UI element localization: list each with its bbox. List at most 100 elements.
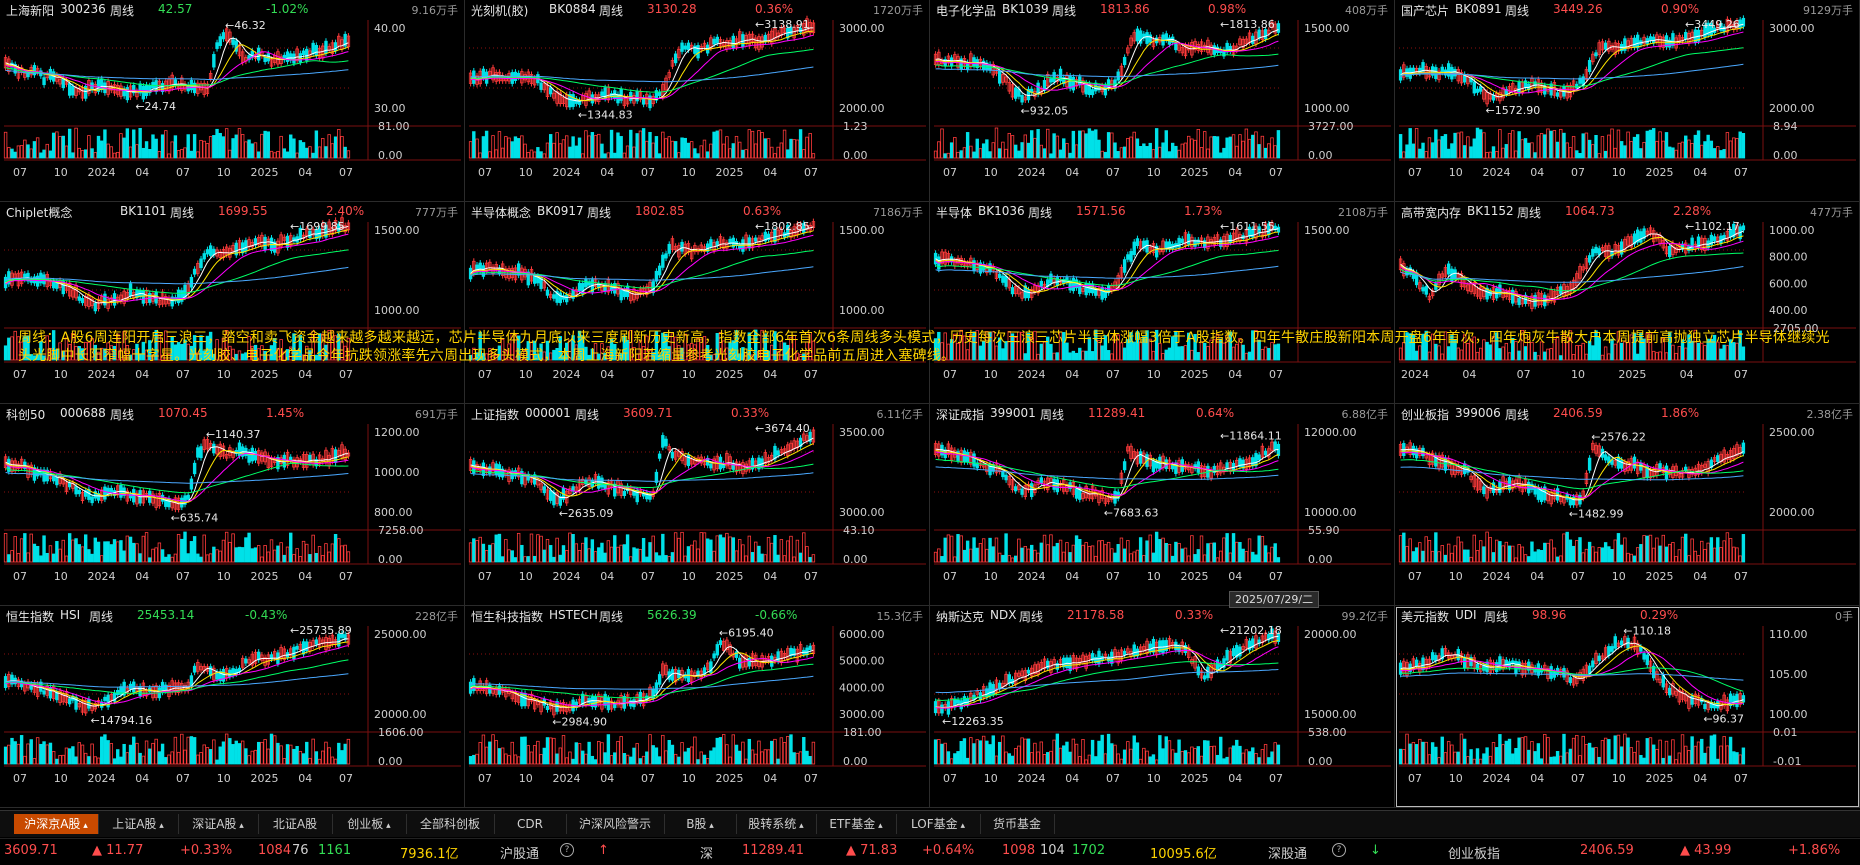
volume-bar [1502, 148, 1505, 158]
volume-bar [152, 135, 155, 158]
volume-bar [1428, 540, 1431, 562]
volume-bar [1499, 542, 1502, 562]
volume-bar [1633, 556, 1636, 562]
volume-bar [1088, 129, 1091, 158]
volume-bar [1614, 540, 1617, 562]
volume-bar [168, 154, 171, 158]
volume-bar [742, 150, 745, 158]
volume-bar [671, 141, 674, 158]
volume-bar [193, 135, 196, 158]
volume-bar [473, 539, 476, 562]
candle-body [1556, 93, 1559, 97]
volume-bar [1636, 548, 1639, 562]
candle-body [668, 244, 671, 253]
volume-bar [1550, 131, 1553, 158]
volume-bar [562, 736, 565, 764]
panel-code: BK0891 [1455, 2, 1502, 16]
volume-bar [113, 153, 116, 158]
volume-bar [1143, 555, 1146, 562]
candle-body [1277, 24, 1280, 33]
volume-bar [1245, 129, 1248, 158]
volume-bar [72, 540, 75, 562]
candle-body [104, 697, 107, 700]
candle-body [241, 243, 244, 253]
volume-bar [152, 743, 155, 764]
volume-bar [646, 752, 649, 764]
candle-body [1123, 260, 1126, 273]
x-tick-label: 04 [763, 772, 777, 785]
candle-body [546, 290, 549, 295]
volume-bar [225, 734, 228, 764]
volume-bar [745, 556, 748, 562]
volume-bar [783, 742, 786, 764]
volume-bar [777, 759, 780, 764]
candle-body [716, 242, 719, 246]
volume-bar [1726, 533, 1729, 562]
volume-bar [1018, 539, 1021, 562]
candle-body [1030, 484, 1033, 497]
volume-bar [649, 132, 652, 158]
candle-body [264, 237, 267, 249]
x-tick-label: 10 [984, 570, 998, 583]
volume-bar [1732, 138, 1735, 158]
volume-bar [649, 543, 652, 562]
volume-bar [1197, 129, 1200, 158]
volume-bar [30, 149, 33, 158]
volume-bar [1184, 548, 1187, 562]
candle-body [658, 454, 661, 458]
volume-bar [735, 745, 738, 764]
candle-body [129, 284, 132, 296]
volume-bar [1005, 149, 1008, 158]
volume-bar [517, 757, 520, 764]
volume-bar [1219, 153, 1222, 158]
volume-bar [578, 550, 581, 562]
y-tick-label: 20000.00 [374, 708, 427, 721]
volume-bar [1258, 145, 1261, 158]
volume-bar [1046, 545, 1049, 562]
candle-body [1595, 53, 1598, 56]
volume-bar [1454, 546, 1457, 562]
panel-title: Chiplet概念 [6, 204, 72, 221]
candle-body [232, 40, 235, 45]
candle-body [1499, 482, 1502, 492]
volume-bar [1531, 143, 1534, 158]
candle-body [1021, 489, 1024, 494]
volume-bar [315, 553, 318, 562]
volume-bar [248, 140, 251, 158]
volume-bar [543, 154, 546, 158]
volume-bar [533, 152, 536, 158]
volume-bar [341, 136, 344, 158]
candle-body [665, 254, 668, 258]
volume-bar [4, 747, 7, 764]
volume-bar [84, 150, 87, 158]
candle-body [312, 43, 315, 53]
volume-bar [1050, 154, 1053, 158]
x-tick-label: 10 [217, 772, 231, 785]
volume-bar [1403, 533, 1406, 562]
panel-change-pct: 1.73% [1184, 204, 1222, 218]
volume-bar [1508, 546, 1511, 562]
volume-bar [1229, 553, 1232, 562]
high-price-label: ←3674.40 [755, 422, 810, 435]
candle-body [1149, 35, 1152, 42]
volume-bar [786, 736, 789, 764]
volume-bar [1739, 132, 1742, 158]
volume-bar [565, 550, 568, 562]
candle-body [68, 83, 71, 95]
volume-bar [1678, 550, 1681, 562]
volume-bar [200, 752, 203, 764]
